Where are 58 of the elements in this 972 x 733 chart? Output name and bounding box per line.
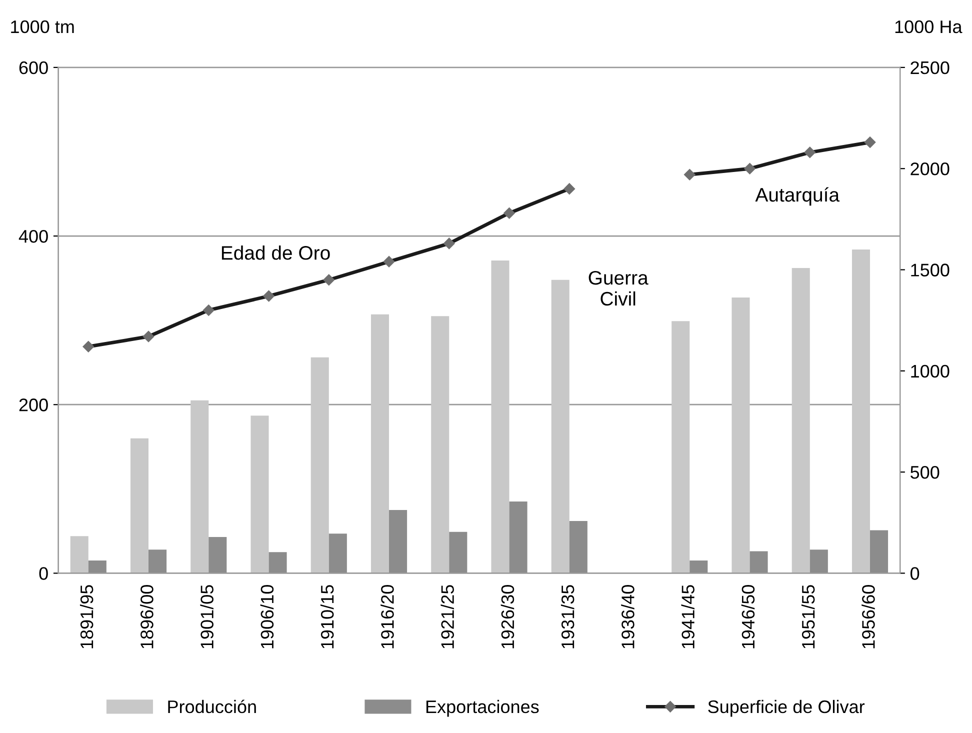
y2-tick-label: 2000	[910, 162, 950, 176]
legend-label: Producción	[168, 700, 256, 714]
x-tick-label: 1926/30	[500, 585, 514, 648]
bar	[852, 250, 870, 574]
y2-axis-title: 1000 Ha	[895, 20, 962, 34]
y-tick-label: 600	[19, 61, 48, 74]
bar	[449, 532, 468, 574]
bar	[509, 502, 528, 574]
y-axis-title: 1000 tm	[11, 20, 74, 34]
bar	[569, 520, 588, 574]
x-tick-label: 1891/95	[80, 585, 94, 648]
x-tick-label: 1896/00	[140, 585, 154, 648]
bar	[732, 298, 750, 574]
x-tick-label: 1931/35	[560, 585, 574, 648]
x-tick-label: 1946/50	[741, 585, 755, 648]
x-tick-label: 1910/15	[320, 585, 334, 648]
x-tick-label: 1906/10	[260, 585, 274, 648]
bar	[130, 438, 149, 574]
y2-tick-label: 1000	[911, 364, 950, 378]
y-tick-label: 400	[18, 230, 48, 243]
x-tick-label: 1901/05	[200, 585, 214, 648]
bar	[268, 552, 287, 574]
y2-tick-label: 1500	[911, 264, 950, 276]
bar	[70, 536, 88, 574]
annotation: Guerra Civil	[588, 270, 648, 306]
annotation: Edad de Oro	[222, 246, 330, 260]
bar	[750, 551, 768, 574]
y2-tick-label: 500	[910, 466, 940, 479]
bar	[328, 534, 347, 574]
legend-label: Exportaciones	[426, 700, 539, 717]
y2-tick-label: 2500	[910, 61, 950, 74]
bar	[690, 560, 708, 574]
bar	[870, 530, 888, 574]
bar	[370, 314, 390, 574]
x-tick-label: 1921/25	[440, 585, 454, 648]
bar	[431, 316, 450, 574]
legend-label: Superficie de Olivar	[708, 700, 865, 717]
bar	[310, 357, 329, 574]
bar	[389, 510, 408, 574]
bar	[250, 416, 269, 574]
bar	[148, 550, 167, 574]
y-tick-label: 200	[19, 398, 48, 412]
bar	[88, 560, 106, 574]
x-tick-label: 1951/55	[801, 585, 815, 648]
x-tick-label: 1936/40	[621, 585, 634, 648]
bar	[810, 550, 828, 574]
bar	[208, 536, 227, 574]
y-tick-label: 0	[39, 567, 48, 580]
bar	[190, 400, 209, 574]
bar	[672, 321, 690, 574]
x-tick-label: 1916/20	[380, 585, 394, 648]
x-tick-label: 1956/60	[862, 585, 875, 648]
bar	[792, 268, 810, 574]
y2-tick-label: 0	[910, 567, 920, 580]
annotation: Autarquía	[755, 187, 840, 206]
x-tick-label: 1941/45	[681, 585, 694, 648]
bar	[551, 280, 570, 574]
bar	[491, 260, 510, 574]
